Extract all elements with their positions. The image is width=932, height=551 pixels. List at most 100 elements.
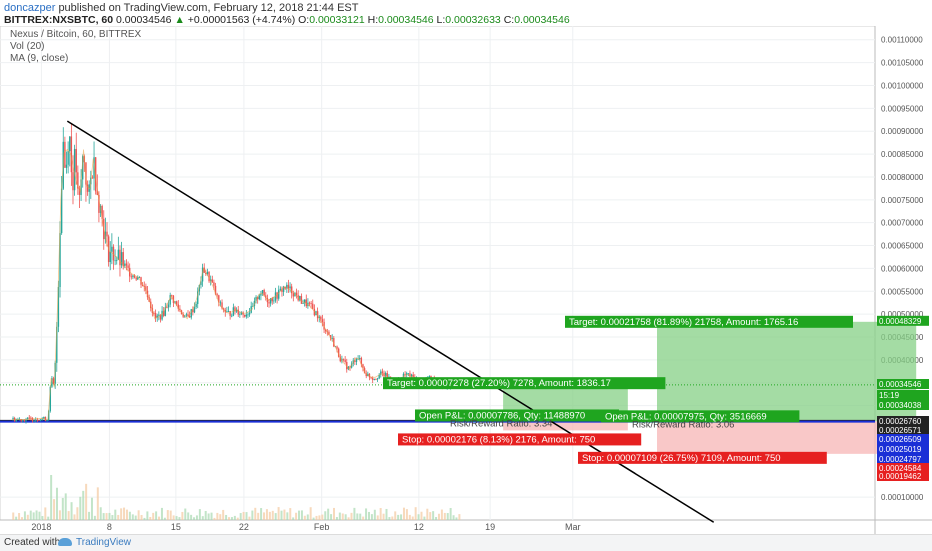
candle-body — [313, 308, 316, 316]
volume-bar — [333, 507, 335, 520]
candle-body — [299, 296, 301, 301]
candle-body — [141, 284, 144, 286]
candle-body — [226, 311, 228, 313]
candle-body — [271, 298, 273, 302]
volume-bar — [15, 516, 18, 520]
volume-bar — [315, 515, 318, 520]
candle-body — [355, 359, 358, 362]
volume-bar — [23, 511, 26, 520]
volume-bar — [388, 517, 391, 520]
price-tag: 0.00034038 — [879, 401, 922, 410]
volume-bar — [248, 516, 251, 520]
candle-body — [163, 310, 165, 316]
candle-body — [201, 267, 204, 282]
y-tick-label: 0.00095000 — [881, 104, 924, 113]
candle-body — [300, 296, 303, 304]
author-link[interactable]: doncazper — [4, 2, 56, 14]
volume-bar — [295, 512, 298, 520]
candle-body — [125, 263, 128, 266]
volume-bar — [344, 514, 347, 520]
volume-bar — [335, 517, 338, 520]
target-label-2-bg — [565, 315, 853, 328]
candle-body — [221, 302, 223, 309]
candle-body — [360, 358, 363, 365]
candle-body — [303, 299, 306, 304]
volume-bar — [50, 474, 53, 520]
y-tick-label: 0.00065000 — [881, 242, 924, 251]
tradingview-brand-link[interactable]: TradingView — [76, 537, 132, 548]
volume-bar — [230, 517, 233, 520]
candle-body — [325, 329, 327, 332]
volume-bar — [379, 508, 382, 520]
candle-body — [219, 302, 222, 304]
volume-bar — [64, 493, 67, 520]
volume-bar — [44, 507, 47, 520]
volume-bar — [303, 515, 306, 520]
candle-body — [38, 420, 40, 422]
volume-bar — [309, 507, 312, 520]
volume-bar — [111, 515, 114, 520]
candle-body — [60, 188, 63, 234]
chart-area[interactable]: 0.00110000 0.00105000 0.00100000 0.00095000… — [0, 25, 932, 534]
candle-body — [33, 420, 35, 422]
close-value: 0.00034546 — [514, 14, 570, 26]
candle-body — [231, 315, 233, 317]
candle-body — [412, 374, 414, 377]
target-label-1-bg — [383, 377, 666, 390]
y-tick-label: 0.00055000 — [881, 287, 924, 296]
candle-body — [278, 289, 280, 299]
candle-body — [279, 288, 282, 290]
candle-body — [120, 252, 123, 266]
volume-bar — [190, 514, 193, 520]
volume-bar — [417, 514, 420, 520]
volume-bar — [166, 510, 169, 520]
candle-body — [109, 251, 111, 263]
candle-body — [359, 358, 361, 359]
volume-bar — [213, 517, 216, 520]
close-label: C: — [503, 14, 515, 26]
volume-bar — [219, 514, 222, 520]
candle-body — [166, 307, 168, 309]
y-tick-label: 0.00075000 — [881, 196, 924, 205]
volume-bar — [414, 507, 417, 520]
volume-bar — [443, 512, 446, 520]
price-tag-bg — [877, 425, 929, 435]
open-pnl-label-2: Open P&L: 0.00007975, Qty: 3516669 — [605, 411, 767, 422]
volume-bar — [356, 513, 359, 520]
volume-bar — [298, 510, 301, 520]
candle-body — [114, 260, 116, 262]
volume-bar — [160, 507, 163, 520]
candle-body — [269, 298, 272, 304]
volume-bar — [137, 510, 140, 520]
candle-body — [206, 271, 209, 275]
candle-body — [193, 306, 196, 313]
symbol-header: BITTREX:NXSBTC, 60 0.00034546 ▲ +0.00001… — [4, 14, 570, 26]
volume-bar — [195, 515, 198, 520]
candle-body — [333, 338, 335, 347]
volume-bar — [452, 515, 455, 520]
candle-body — [188, 316, 191, 318]
open-pnl-label-1-bg — [415, 409, 619, 422]
candle-body — [310, 303, 312, 304]
volume-bar — [193, 517, 196, 520]
volume-bar — [251, 510, 254, 520]
volume-bar — [207, 513, 210, 520]
candle-body — [227, 311, 230, 312]
candle-body — [36, 419, 39, 421]
candle-body — [137, 277, 139, 280]
candle-body — [211, 279, 214, 283]
candle-body — [26, 417, 29, 420]
stop-label-2: Stop: 0.00007109 (26.75%) 7109, Amount: … — [582, 453, 781, 464]
candle-body — [64, 141, 66, 168]
price-tag-bg — [877, 400, 929, 410]
volume-bar — [391, 516, 394, 520]
candle-body — [312, 303, 314, 309]
candle-body — [252, 306, 254, 307]
price-tag-bg — [877, 454, 929, 464]
candle-body — [82, 156, 84, 180]
candle-body — [336, 346, 338, 349]
volume-bar — [400, 514, 403, 520]
volume-bar — [187, 512, 190, 520]
price-chart[interactable]: 0.00110000 0.00105000 0.00100000 0.00095000… — [0, 25, 932, 534]
price-tag: 0.00019462 — [879, 472, 922, 481]
